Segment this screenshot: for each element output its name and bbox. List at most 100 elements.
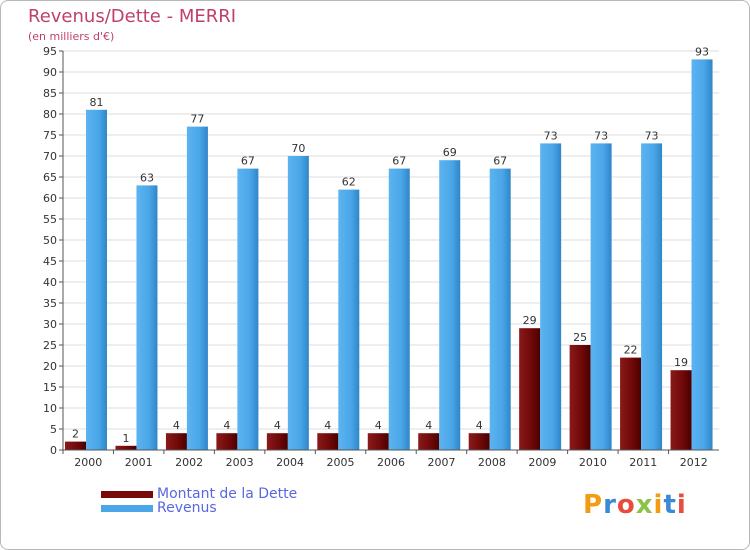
bar-debt-2007 (418, 433, 440, 450)
y-tick-label: 5 (50, 423, 57, 436)
data-label-revenue-2007: 69 (443, 146, 457, 159)
data-label-debt-2010: 25 (573, 331, 587, 344)
data-label-debt-2008: 4 (476, 419, 483, 432)
bar-debt-2011 (620, 357, 642, 450)
x-tick-label-2003: 2003 (226, 456, 254, 469)
y-tick-label: 25 (43, 339, 57, 352)
x-tick-label-2005: 2005 (327, 456, 355, 469)
data-label-debt-2000: 2 (72, 428, 79, 441)
logo-letter: t (663, 490, 677, 520)
data-label-revenue-2012: 93 (695, 45, 709, 58)
legend-item-debt: Montant de la Dette (101, 487, 297, 501)
bar-debt-2003 (216, 433, 238, 450)
bar-debt-2006 (367, 433, 389, 450)
x-tick-label-2004: 2004 (276, 456, 304, 469)
bar-revenue-2000 (86, 109, 107, 451)
y-tick-label: 55 (43, 213, 57, 226)
bar-debt-2004 (266, 433, 288, 450)
y-tick-label: 35 (43, 297, 57, 310)
data-label-revenue-2005: 62 (342, 176, 356, 189)
data-label-revenue-2006: 67 (392, 155, 406, 168)
data-label-revenue-2010: 73 (594, 129, 608, 142)
y-tick-label: 60 (43, 192, 57, 205)
data-label-debt-2004: 4 (274, 419, 281, 432)
logo-letter: r (603, 490, 617, 520)
legend-item-revenue: Revenus (101, 501, 297, 515)
bar-debt-2010 (569, 345, 591, 450)
data-label-revenue-2008: 67 (493, 155, 507, 168)
logo-letter: P (583, 490, 604, 520)
x-tick-label-2011: 2011 (629, 456, 657, 469)
y-tick-label: 40 (43, 276, 57, 289)
bar-debt-2000 (65, 441, 86, 450)
x-tick-label-2007: 2007 (427, 456, 455, 469)
data-label-debt-2012: 19 (674, 356, 688, 369)
y-tick-label: 10 (43, 402, 57, 415)
bar-debt-2001 (115, 445, 137, 450)
bar-revenue-2010 (590, 143, 612, 450)
bar-debt-2012 (670, 370, 692, 450)
y-tick-label: 70 (43, 150, 57, 163)
bar-debt-2002 (165, 433, 187, 450)
bar-revenue-2009 (540, 143, 562, 450)
y-tick-label: 90 (43, 66, 57, 79)
chart-subtitle: (en milliers d'€) (28, 30, 115, 43)
x-tick-label-2010: 2010 (579, 456, 607, 469)
x-tick-label-2002: 2002 (175, 456, 203, 469)
y-tick-label: 20 (43, 360, 57, 373)
data-label-debt-2007: 4 (425, 419, 432, 432)
y-tick-label: 95 (43, 45, 57, 58)
bar-revenue-2002 (186, 126, 208, 450)
data-label-revenue-2009: 73 (544, 129, 558, 142)
data-label-debt-2003: 4 (223, 419, 230, 432)
data-label-debt-2002: 4 (173, 419, 180, 432)
y-tick-label: 80 (43, 108, 57, 121)
bar-revenue-2007 (439, 160, 461, 450)
data-label-debt-2006: 4 (375, 419, 382, 432)
y-tick-label: 15 (43, 381, 57, 394)
y-tick-label: 45 (43, 255, 57, 268)
y-tick-label: 75 (43, 129, 57, 142)
bar-revenue-2001 (136, 185, 158, 450)
data-label-debt-2011: 22 (624, 344, 638, 357)
data-label-revenue-2000: 81 (90, 96, 104, 109)
y-tick-label: 30 (43, 318, 57, 331)
x-tick-label-2000: 2000 (74, 456, 102, 469)
x-tick-label-2008: 2008 (478, 456, 506, 469)
x-tick-label-2001: 2001 (125, 456, 153, 469)
data-label-debt-2001: 1 (122, 432, 129, 445)
bar-debt-2008 (468, 433, 490, 450)
legend-label-debt: Montant de la Dette (157, 486, 298, 502)
data-label-revenue-2011: 73 (645, 129, 659, 142)
x-tick-label-2006: 2006 (377, 456, 405, 469)
data-label-revenue-2003: 67 (241, 155, 255, 168)
legend: Montant de la Dette Revenus (101, 487, 297, 515)
legend-label-revenue: Revenus (157, 500, 217, 516)
proxiti-logo: Proxiti (583, 490, 687, 520)
bar-debt-2005 (317, 433, 339, 450)
logo-letter: i (653, 490, 664, 520)
bar-revenue-2004 (287, 156, 309, 450)
bar-revenue-2012 (691, 59, 713, 451)
x-tick-label-2012: 2012 (680, 456, 708, 469)
y-tick-label: 0 (50, 444, 57, 457)
data-label-revenue-2004: 70 (291, 142, 305, 155)
data-label-revenue-2001: 63 (140, 171, 154, 184)
bar-debt-2009 (519, 328, 541, 450)
data-label-debt-2005: 4 (324, 419, 331, 432)
y-tick-label: 50 (43, 234, 57, 247)
bar-revenue-2005 (338, 189, 360, 450)
bar-revenue-2006 (388, 168, 410, 450)
logo-letter: x (635, 490, 654, 520)
logo-letter: i (676, 490, 687, 520)
y-tick-label: 85 (43, 87, 57, 100)
logo-letter: o (616, 490, 636, 520)
bar-revenue-2003 (237, 168, 259, 450)
legend-swatch-revenue (101, 504, 153, 512)
legend-swatch-debt (101, 490, 153, 498)
data-label-revenue-2002: 77 (190, 113, 204, 126)
chart-title: Revenus/Dette - MERRI (28, 6, 237, 27)
data-label-debt-2009: 29 (523, 314, 537, 327)
